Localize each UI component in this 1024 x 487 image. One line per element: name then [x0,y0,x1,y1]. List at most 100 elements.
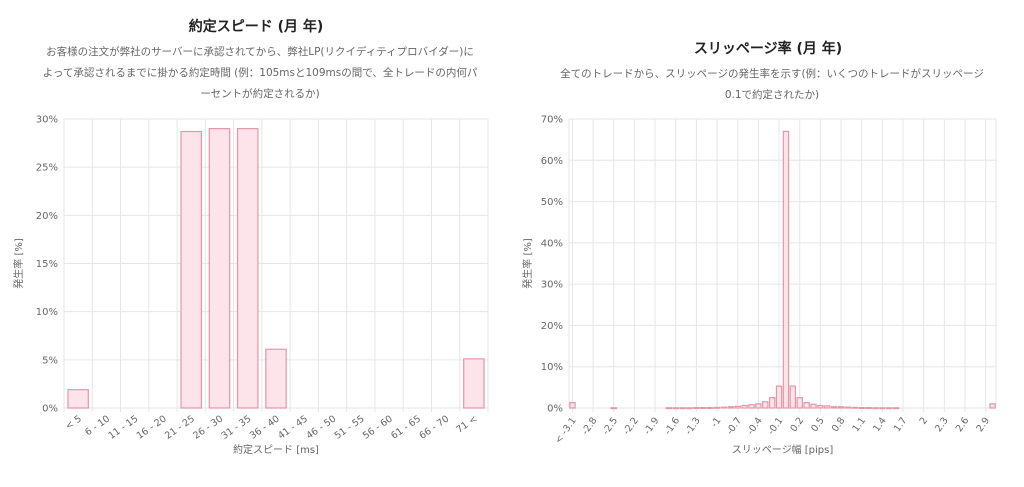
x-tick-label: -1.3 [683,415,703,437]
y-tick-label: 60% [541,156,563,167]
bar [775,385,783,409]
slippage-chart-subtitle: 全てのトレードから、スリッページの発生率を示す(例：いくつのトレードがスリッペー… [532,64,1012,106]
subtitle-line: よって承認されるまでに掛かる約定時間 (例：105msと109msの間で、全トレ… [42,67,478,79]
x-tick-label: 46 - 50 [304,413,338,441]
x-tick-label: 51 - 55 [333,413,367,441]
bar [706,406,714,409]
y-tick-label: 5% [42,355,58,366]
bar [569,402,576,409]
x-tick-label: 21 - 25 [163,413,197,441]
bar [782,130,790,409]
x-tick-label: -0.1 [766,415,786,437]
x-tick-label: 2 [918,415,930,426]
bar [755,403,762,409]
bar [865,406,872,409]
bar [886,407,893,410]
x-tick-label: 16 - 20 [135,413,169,441]
x-tick-label: -0.4 [745,415,765,437]
bar [989,403,996,409]
bar [610,407,617,410]
y-tick-label: 30% [36,115,58,126]
y-tick-label: 40% [541,238,563,249]
bar [180,130,202,409]
bar [892,407,900,410]
y-tick-label: 15% [36,259,58,270]
x-tick-label: -1.6 [663,415,683,437]
bar [858,406,865,409]
speed-chart-panel: 約定スピード (月 年) お客様の注文が弊社のサーバーに承認されてから、弊社LP… [12,19,500,456]
bar [672,407,679,410]
subtitle-line: 全てのトレードから、スリッページの発生率を示す(例：いくつのトレードがスリッペー… [560,68,984,80]
x-tick-label: 0.5 [809,415,827,434]
y-tick-label: 10% [36,307,58,318]
x-tick-label: 1.7 [892,415,910,434]
bar [837,406,845,409]
x-tick-label: -0.7 [725,415,745,437]
bar [789,385,797,409]
bar [665,407,673,410]
x-tick-label: 0.2 [788,415,806,434]
x-tick-label: 61 - 65 [389,413,423,441]
bar [700,406,707,409]
bar [810,403,817,409]
slippage-chart-title: スリッページ率 (月 年) [693,41,843,57]
x-tick-label: 31 - 35 [220,413,254,441]
y-tick-label: 70% [541,115,563,126]
x-tick-label: 1.1 [850,415,868,434]
y-tick-label: 30% [541,280,563,291]
x-tick-label: < 5 [64,413,84,432]
bar [236,128,259,409]
bar [830,406,838,409]
bar [208,128,231,409]
bar [851,406,859,409]
slippage-bar-chart: 0% 10% 20% 30% 40% 50% 60% 70% < -3.1 -2.8 -2.5 -2.… [521,115,997,456]
y-tick-label: 0% [547,404,563,415]
bar [720,406,728,409]
subtitle-line: お客様の注文が弊社のサーバーに承認されてから、弊社LP(リクイディティプロバイダ… [46,46,474,58]
bar [727,406,735,409]
x-tick-label: 36 - 40 [248,413,282,441]
bar [796,397,803,409]
x-tick-label: 1.4 [871,415,889,434]
bar [817,404,824,409]
speed-chart-subtitle: お客様の注文が弊社のサーバーに承認されてから、弊社LP(リクイディティプロバイダ… [20,42,500,105]
x-tick-label: 2.6 [954,415,972,434]
y-tick-label: 25% [36,163,58,174]
bar [824,405,831,409]
bar [762,401,769,409]
y-axis-label: 発生率 [%] [12,238,25,289]
bar [686,407,693,410]
y-tick-label: 50% [541,197,563,208]
x-axis-label: 約定スピード [ms] [233,443,319,456]
x-tick-label: 71 < [454,413,479,435]
x-tick-label: 66 - 70 [417,413,451,441]
subtitle-line: 0.1で約定されたか) [724,89,820,101]
x-tick-label: -2.5 [601,415,621,437]
x-tick-label: 11 - 15 [107,413,141,441]
bar [67,389,89,409]
y-tick-label: 20% [541,321,563,332]
x-axis-label: スリッページ幅 [pips] [732,443,834,456]
bar [803,402,810,409]
speed-chart-title: 約定スピード (月 年) [188,19,324,35]
x-tick-label: 0.8 [830,415,848,434]
bar [679,407,686,410]
bar [741,404,748,409]
bar [872,407,879,410]
x-tick-label: -1 [709,415,723,429]
x-tick-label: -2.8 [580,415,600,437]
bar [768,397,776,409]
bar [748,404,755,409]
bar [713,406,721,409]
bar [463,358,485,409]
bar [879,407,886,410]
bar [734,405,741,409]
x-tick-label: 56 - 60 [361,413,395,441]
slippage-chart-panel: スリッページ率 (月 年) 全てのトレードから、スリッページの発生率を示す(例：… [512,0,1024,487]
x-tick-label: 2.9 [974,415,992,434]
x-tick-label: < -3.1 [553,415,579,445]
x-tick-label: 41 - 45 [276,413,310,441]
subtitle-line: ーセントが約定されるか) [200,88,320,100]
x-tick-label: -1.9 [642,415,662,437]
